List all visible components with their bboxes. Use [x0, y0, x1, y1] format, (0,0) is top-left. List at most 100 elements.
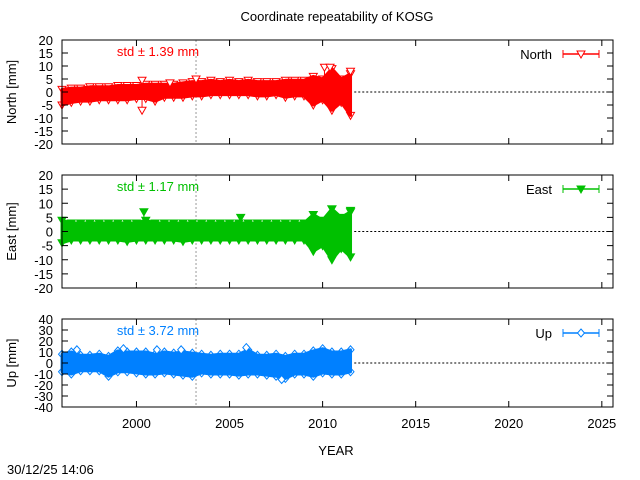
data-point [299, 76, 309, 86]
y-tick-label: -40 [34, 400, 53, 415]
data-point [150, 369, 160, 379]
data-point [206, 91, 216, 100]
data-point [197, 349, 206, 359]
data-point [188, 348, 197, 358]
data-point [85, 365, 95, 376]
data-point [243, 91, 254, 100]
y-tick-label: -20 [34, 281, 53, 296]
x-tick-label: 2015 [401, 416, 430, 431]
data-point [141, 369, 150, 379]
data-point [289, 236, 300, 245]
data-point [337, 369, 346, 379]
outlier-point [277, 374, 286, 385]
data-point [187, 78, 198, 87]
data-point [140, 80, 151, 90]
data-point [299, 349, 309, 359]
outlier-point [235, 213, 246, 223]
std-label: std ± 1.17 mm [117, 179, 199, 194]
data-point [178, 219, 188, 229]
data-point [159, 93, 170, 103]
data-point [196, 78, 207, 87]
data-point [113, 367, 123, 377]
data-point [66, 84, 77, 94]
data-point [346, 345, 355, 355]
data-point [262, 370, 271, 380]
data-point [159, 80, 170, 90]
data-point [224, 219, 235, 229]
data-point [280, 236, 291, 245]
legend-label: East [526, 182, 552, 197]
data-point [66, 219, 77, 229]
data-point [104, 371, 113, 381]
data-point [132, 347, 141, 357]
data-point [206, 369, 216, 379]
data-point [308, 247, 319, 257]
data-point [131, 219, 142, 229]
data-point [346, 367, 355, 377]
data-point [317, 242, 328, 251]
outlier-point [165, 79, 175, 88]
data-point [253, 350, 262, 361]
data-point [187, 219, 198, 229]
data-point [197, 368, 206, 378]
y-tick-label: 30 [39, 323, 53, 338]
data-point [243, 369, 253, 379]
data-point [169, 369, 178, 379]
data-point [150, 236, 160, 245]
data-point [252, 92, 263, 101]
data-point [233, 236, 244, 245]
outlier-point [137, 106, 147, 116]
data-point [112, 82, 123, 91]
data-point [66, 236, 77, 245]
data-point [252, 219, 263, 229]
data-point [85, 236, 95, 245]
y-tick-label: 20 [39, 33, 53, 48]
data-point [75, 84, 86, 94]
std-label: std ± 3.72 mm [117, 323, 199, 338]
data-point [94, 96, 105, 105]
outlier-point [325, 63, 335, 73]
outlier-point [242, 342, 251, 353]
data-point [141, 347, 150, 357]
legend-label: North [520, 47, 552, 62]
y-tick-label: -15 [34, 124, 53, 139]
data-point [140, 236, 151, 245]
y-tick-label: 20 [39, 168, 53, 183]
data-point [224, 76, 235, 86]
y-tick-label: -10 [34, 111, 53, 126]
data-point [112, 219, 123, 229]
data-point [122, 82, 133, 91]
data-point [95, 365, 104, 376]
y-axis-label: Up [mm] [4, 338, 19, 387]
x-tick-label: 2025 [587, 416, 616, 431]
data-point [104, 351, 113, 362]
outlier-point [72, 345, 82, 355]
outlier-point [191, 75, 201, 85]
y-tick-label: -5 [41, 239, 53, 254]
data-point [216, 349, 225, 359]
data-point [150, 80, 160, 90]
data-point [261, 78, 272, 87]
data-point [271, 91, 281, 100]
data-point [289, 92, 300, 101]
x-axis-label: YEAR [318, 443, 353, 458]
y-tick-label: -5 [41, 98, 53, 113]
data-point [122, 237, 133, 247]
data-point [336, 75, 347, 85]
data-point [150, 219, 160, 229]
y-tick-label: 5 [46, 210, 53, 225]
y-tick-label: 0 [46, 85, 53, 100]
data-point [131, 95, 142, 104]
data-point [85, 219, 95, 229]
data-point [290, 349, 299, 359]
timestamp: 30/12/25 14:06 [7, 462, 94, 477]
x-tick-label: 2010 [308, 416, 337, 431]
y-axis-label: North [mm] [4, 60, 19, 124]
data-point [327, 106, 337, 116]
data-point [206, 219, 216, 229]
data-point [122, 219, 133, 229]
data-point [252, 236, 263, 245]
y-tick-label: 15 [39, 46, 53, 61]
data-band-north [60, 67, 353, 117]
